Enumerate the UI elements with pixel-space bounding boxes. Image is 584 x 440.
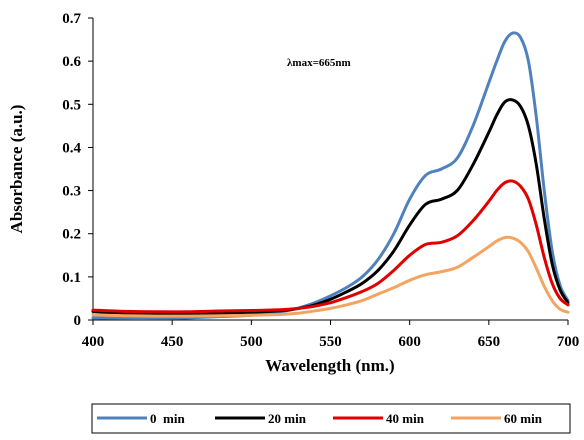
y-tick-label: 0.2 <box>62 227 81 243</box>
y-axis-ticks: 0 0.1 0.2 0.3 0.4 0.5 0.6 0.7 <box>62 11 93 329</box>
y-tick-label: 0.4 <box>62 140 81 156</box>
y-tick-label: 0 <box>74 313 82 329</box>
legend-label: 60 min <box>504 411 543 426</box>
x-tick-label: 400 <box>82 334 105 350</box>
x-tick-label: 500 <box>240 334 263 350</box>
legend-label: 40 min <box>386 411 425 426</box>
x-axis-ticks: 400 450 500 550 600 650 700 <box>82 320 580 350</box>
y-tick-label: 0.3 <box>62 184 81 200</box>
lambda-max-annotation: λmax=665nm <box>287 57 351 69</box>
y-tick-label: 0.7 <box>62 11 81 27</box>
y-tick-label: 0.5 <box>62 97 81 113</box>
series-line-2 <box>91 179 570 314</box>
series-line-3 <box>91 235 570 318</box>
x-tick-label: 600 <box>398 334 421 350</box>
series-lines <box>91 31 570 320</box>
x-axis-title: Wavelength (nm.) <box>265 356 394 375</box>
series-line-0 <box>91 31 570 320</box>
legend-label: 0 min <box>150 411 185 426</box>
x-tick-label: 550 <box>319 334 342 350</box>
legend: 0 min 20 min 40 min 60 min <box>91 403 571 434</box>
x-tick-label: 450 <box>161 334 184 350</box>
series-line-1 <box>91 98 570 316</box>
legend-label: 20 min <box>268 411 307 426</box>
x-tick-label: 650 <box>478 334 501 350</box>
y-tick-label: 0.1 <box>62 270 81 286</box>
y-tick-label: 0.6 <box>62 54 81 70</box>
y-axis-title: Absorbance (a.u.) <box>7 105 26 234</box>
x-tick-label: 700 <box>557 334 580 350</box>
plot-area: 0 0.1 0.2 0.3 0.4 0.5 0.6 0.7 400 450 500 550 600 65… <box>62 11 579 350</box>
